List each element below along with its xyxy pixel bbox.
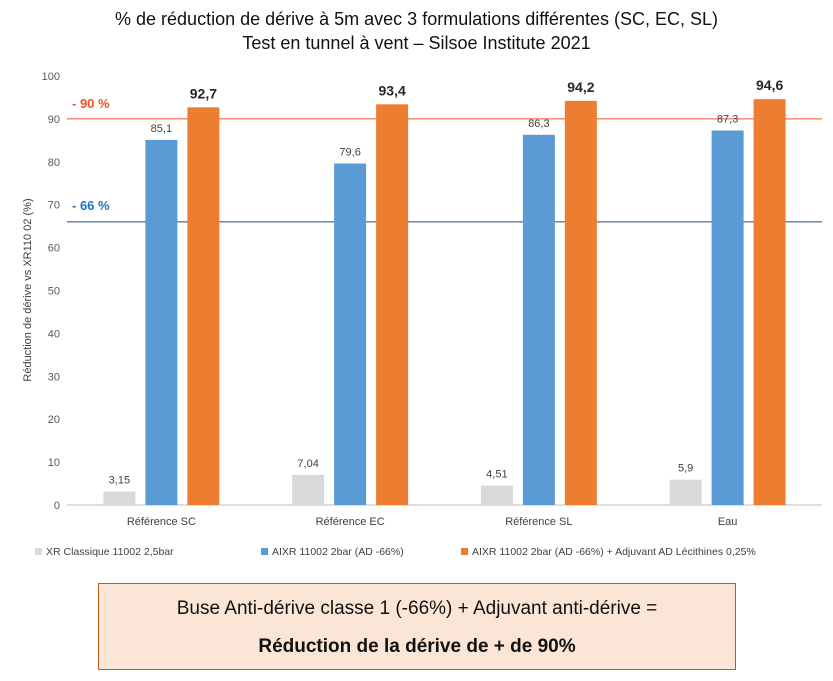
x-tick-label: Référence SL <box>505 516 572 528</box>
bar <box>376 104 409 506</box>
bar <box>480 485 513 505</box>
chart-subtitle: Test en tunnel à vent – Silsoe Institute… <box>242 33 591 53</box>
bar <box>711 130 744 505</box>
y-tick-label: 30 <box>48 371 60 383</box>
data-label: 4,51 <box>486 469 507 481</box>
y-tick-label: 60 <box>48 243 60 255</box>
bar <box>292 474 325 505</box>
legend-label: AIXR 11002 2bar (AD -66%) + Adjuvant AD … <box>472 546 756 558</box>
data-label: 86,3 <box>528 118 549 130</box>
legend-label: AIXR 11002 2bar (AD -66%) <box>272 546 404 558</box>
data-label: 94,2 <box>567 79 594 95</box>
conclusion-box: Buse Anti-dérive classe 1 (-66%) + Adjuv… <box>98 583 736 670</box>
conclusion-line-1: Buse Anti-dérive classe 1 (-66%) + Adjuv… <box>176 598 658 619</box>
reference-label-90: - 90 % <box>72 96 110 111</box>
y-tick-label: 90 <box>48 114 60 126</box>
y-axis-label: Réduction de dérive vs XR110 02 (%) <box>22 198 34 381</box>
data-label: 5,9 <box>678 463 693 475</box>
data-label: 93,4 <box>379 82 406 98</box>
data-label: 3,15 <box>109 474 130 486</box>
legend-swatch <box>35 548 42 555</box>
y-tick-label: 70 <box>48 200 60 212</box>
data-label: 7,04 <box>297 458 318 470</box>
data-label: 92,7 <box>190 85 217 101</box>
bar <box>103 491 136 505</box>
y-tick-label: 20 <box>48 414 60 426</box>
legend-swatch <box>261 548 268 555</box>
legend-label: XR Classique 11002 2,5bar <box>46 546 174 558</box>
bar <box>187 107 220 505</box>
bar <box>145 139 178 505</box>
legend-swatch <box>461 548 468 555</box>
bar <box>669 479 702 505</box>
bar <box>564 100 597 506</box>
y-tick-label: 50 <box>48 286 60 298</box>
y-tick-label: 40 <box>48 328 60 340</box>
y-tick-label: 80 <box>48 157 60 169</box>
data-label: 87,3 <box>717 113 738 125</box>
y-tick-label: 100 <box>42 71 60 83</box>
data-label: 94,6 <box>756 77 783 93</box>
bar-chart: 0 10 20 30 40 50 60 70 80 90 100 Réduction de dériv… <box>22 71 822 558</box>
y-tick-label: 10 <box>48 457 60 469</box>
bar <box>753 99 786 505</box>
y-tick-label: 0 <box>54 500 60 512</box>
conclusion-line-2: Réduction de la dérive de + de 90% <box>258 636 576 657</box>
reference-label-66: - 66 % <box>72 198 110 213</box>
x-tick-label: Référence SC <box>127 516 196 528</box>
data-label: 79,6 <box>339 147 360 159</box>
bar <box>522 134 555 505</box>
chart-title: % de réduction de dérive à 5m avec 3 for… <box>115 9 718 29</box>
data-label: 85,1 <box>151 123 172 135</box>
bar <box>334 163 367 506</box>
x-tick-label: Eau <box>718 516 738 528</box>
x-tick-label: Référence EC <box>316 516 385 528</box>
